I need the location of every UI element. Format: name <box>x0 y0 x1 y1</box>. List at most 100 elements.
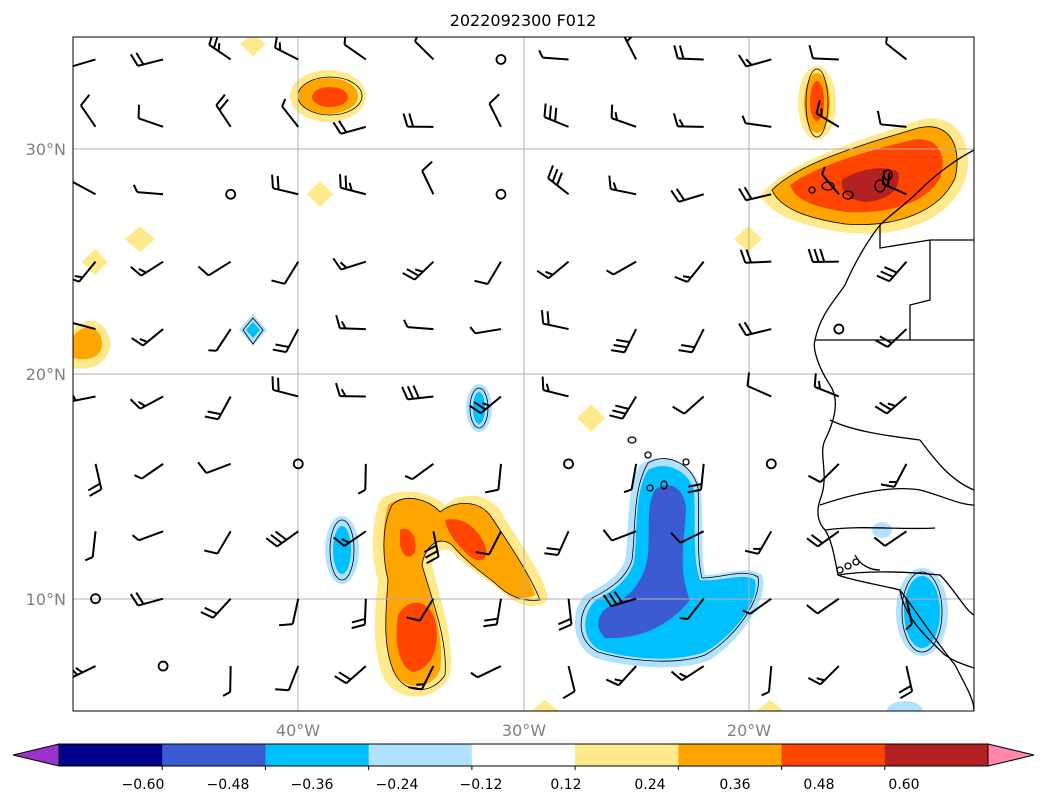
wind-barb <box>200 597 232 619</box>
cb-label: −0.48 <box>207 777 250 793</box>
cb-label: −0.60 <box>122 777 165 793</box>
wind-barb <box>265 530 299 548</box>
wind-barb <box>90 593 101 605</box>
wind-barb <box>73 261 97 283</box>
wind-barb <box>544 530 570 556</box>
wind-barb <box>876 110 907 128</box>
wind-barb <box>738 321 772 337</box>
wind-barb <box>898 665 914 700</box>
wind-barb <box>807 248 839 264</box>
wind-barb <box>679 598 705 621</box>
wind-barb <box>541 376 569 398</box>
wind-barb <box>408 665 435 691</box>
colorbar-segment <box>162 744 266 766</box>
wind-barb <box>540 309 569 331</box>
negative-anomaly-region-central <box>574 457 764 668</box>
wind-barb <box>197 260 232 277</box>
colorbar-segment <box>471 744 576 766</box>
lon-label-20w: 20°W <box>727 721 771 740</box>
wind-barb <box>738 186 772 202</box>
wind-barb <box>610 328 638 354</box>
longitude-labels: 40°W 30°W 20°W <box>276 721 771 740</box>
wind-barb <box>738 54 772 68</box>
wind-barb <box>742 597 772 615</box>
wind-barb <box>271 174 299 196</box>
wind-barb <box>292 458 304 470</box>
wind-barb <box>488 93 502 128</box>
wind-barb <box>208 328 232 352</box>
cb-label: 0.12 <box>550 777 581 793</box>
wind-barb <box>403 319 434 331</box>
colorbar-segment <box>884 744 989 766</box>
wind-barb <box>821 166 840 195</box>
wind-barb <box>279 598 300 627</box>
wind-barb <box>332 257 367 271</box>
cb-label: −0.12 <box>460 777 503 793</box>
wind-barb <box>563 458 574 470</box>
wind-barb <box>605 665 637 687</box>
wind-barb <box>73 393 96 403</box>
wind-barb <box>134 463 164 480</box>
wind-barbs <box>73 37 914 700</box>
wind-barb <box>203 530 232 555</box>
wind-barb <box>469 326 502 335</box>
wind-barb <box>875 328 908 348</box>
wind-barb <box>543 103 569 128</box>
colorbar-segment <box>368 744 473 766</box>
lat-label-20n: 20°N <box>26 365 66 384</box>
positive-anomaly-small-spots <box>73 37 784 711</box>
lon-label-30w: 30°W <box>502 721 546 740</box>
wind-barb <box>222 666 232 697</box>
wind-barb <box>73 665 96 679</box>
wind-barb <box>402 113 434 128</box>
lon-label-40w: 40°W <box>276 721 320 740</box>
wind-barb <box>406 598 435 622</box>
wind-barb <box>623 37 638 60</box>
wind-barb <box>608 175 637 196</box>
wind-barb <box>484 463 502 494</box>
map-frame <box>72 36 975 712</box>
wind-barb <box>905 598 913 631</box>
wind-barb <box>204 395 232 421</box>
wind-barb <box>744 530 773 555</box>
wind-barb <box>274 37 299 61</box>
wind-barb <box>672 395 705 415</box>
wind-barb <box>197 461 232 474</box>
wind-barb <box>885 37 908 61</box>
wind-barb <box>674 261 705 283</box>
lat-label-30n: 30°N <box>26 140 66 159</box>
wind-barb <box>475 530 502 556</box>
islands <box>627 169 893 574</box>
wind-barb <box>881 170 907 196</box>
wind-barb <box>609 395 637 420</box>
wind-barb <box>157 660 169 672</box>
wind-barb <box>536 260 570 280</box>
wind-barb <box>335 382 366 398</box>
wind-barb <box>84 531 97 562</box>
cb-label: −0.24 <box>376 777 419 793</box>
positive-anomaly-region-central <box>372 491 548 697</box>
wind-barb <box>423 531 440 565</box>
colorbar-tick-labels: −0.60 −0.48 −0.36 −0.24 −0.12 0.12 0.24 … <box>122 777 920 793</box>
cb-label: 0.24 <box>634 777 665 793</box>
wind-barb <box>670 530 705 544</box>
wind-barb <box>73 321 96 331</box>
colorbar-ticks <box>161 766 886 770</box>
cb-label: 0.36 <box>719 777 750 793</box>
wind-barb <box>746 372 772 398</box>
colorbar-segments <box>58 743 989 767</box>
wind-barb <box>404 463 434 481</box>
wind-barb <box>73 173 96 196</box>
wind-barb <box>334 665 367 685</box>
wind-barb <box>401 385 434 401</box>
wind-barb <box>333 530 367 547</box>
wind-barb <box>332 120 367 135</box>
latitude-labels: 30°N 20°N 10°N <box>26 140 66 609</box>
wind-barb <box>275 665 300 692</box>
wind-barb <box>806 597 840 615</box>
wind-barb <box>687 463 705 494</box>
wind-barb <box>806 530 840 548</box>
wind-barb <box>474 261 502 285</box>
cb-label: 0.60 <box>888 777 919 793</box>
